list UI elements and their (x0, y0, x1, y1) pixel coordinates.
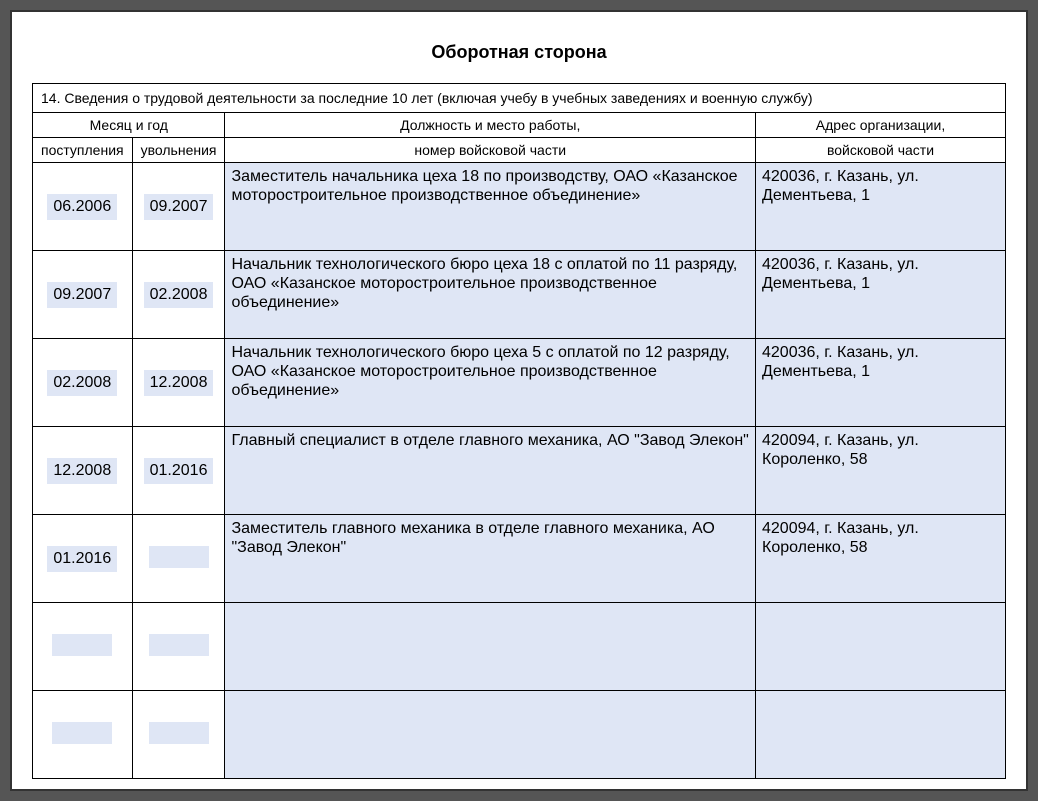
date-to-cell: 12.2008 (132, 339, 225, 427)
header-address-line1: Адрес организации, (756, 113, 1006, 138)
date-to-cell: 02.2008 (132, 251, 225, 339)
date-from-input[interactable]: 09.2007 (47, 282, 117, 308)
date-from-input[interactable]: 01.2016 (47, 546, 117, 572)
table-row: 12.2008 01.2016 Главный специалист в отдел… (33, 427, 1006, 515)
header-position-line2: номер войсковой части (225, 138, 756, 163)
date-from-cell: 02.2008 (33, 339, 133, 427)
header-entry: поступления (33, 138, 133, 163)
date-from-input[interactable]: 06.2006 (47, 194, 117, 220)
position-input[interactable] (225, 603, 756, 691)
date-to-input[interactable] (149, 722, 209, 744)
header-row-1: Месяц и год Должность и место работы, Ад… (33, 113, 1006, 138)
position-input[interactable]: Заместитель главного механика в отделе г… (225, 515, 756, 603)
date-to-cell (132, 603, 225, 691)
date-from-cell: 09.2007 (33, 251, 133, 339)
date-from-cell (33, 603, 133, 691)
table-row: 02.2008 12.2008 Начальник технологического… (33, 339, 1006, 427)
date-to-cell: 01.2016 (132, 427, 225, 515)
date-from-cell: 01.2016 (33, 515, 133, 603)
date-to-input[interactable]: 01.2016 (144, 458, 214, 484)
date-to-input[interactable] (149, 634, 209, 656)
date-to-input[interactable]: 02.2008 (144, 282, 214, 308)
position-input[interactable]: Начальник технологического бюро цеха 18 … (225, 251, 756, 339)
position-input[interactable]: Главный специалист в отделе главного мех… (225, 427, 756, 515)
document-page: Оборотная сторона 14. Сведения о трудово… (10, 10, 1028, 791)
date-to-input[interactable]: 12.2008 (144, 370, 214, 396)
address-input[interactable]: 420036, г. Казань, ул. Дементьева, 1 (756, 251, 1006, 339)
section-header-row: 14. Сведения о трудовой деятельности за … (33, 84, 1006, 113)
date-from-input[interactable] (52, 722, 112, 744)
header-address-line2: войсковой части (756, 138, 1006, 163)
date-to-cell: 09.2007 (132, 163, 225, 251)
page-title: Оборотная сторона (32, 42, 1006, 63)
date-from-input[interactable]: 12.2008 (47, 458, 117, 484)
header-position-line1: Должность и место работы, (225, 113, 756, 138)
header-month-year: Месяц и год (33, 113, 225, 138)
table-row (33, 603, 1006, 691)
header-row-2: поступления увольнения номер войсковой ч… (33, 138, 1006, 163)
section-header: 14. Сведения о трудовой деятельности за … (33, 84, 1006, 113)
header-exit: увольнения (132, 138, 225, 163)
date-to-cell (132, 515, 225, 603)
address-input[interactable]: 420036, г. Казань, ул. Дементьева, 1 (756, 163, 1006, 251)
date-from-cell: 12.2008 (33, 427, 133, 515)
address-input[interactable] (756, 603, 1006, 691)
date-to-input[interactable] (149, 546, 209, 568)
date-from-cell: 06.2006 (33, 163, 133, 251)
position-input[interactable]: Заместитель начальника цеха 18 по произв… (225, 163, 756, 251)
table-row: 01.2016 Заместитель главного механика в о… (33, 515, 1006, 603)
employment-history-table: 14. Сведения о трудовой деятельности за … (32, 83, 1006, 779)
table-row: 09.2007 02.2008 Начальник технологического… (33, 251, 1006, 339)
table-row: 06.2006 09.2007 Заместитель начальника цех… (33, 163, 1006, 251)
address-input[interactable]: 420036, г. Казань, ул. Дементьева, 1 (756, 339, 1006, 427)
date-to-input[interactable]: 09.2007 (144, 194, 214, 220)
date-from-input[interactable] (52, 634, 112, 656)
address-input[interactable]: 420094, г. Казань, ул. Короленко, 58 (756, 427, 1006, 515)
address-input[interactable]: 420094, г. Казань, ул. Короленко, 58 (756, 515, 1006, 603)
position-input[interactable]: Начальник технологического бюро цеха 5 с… (225, 339, 756, 427)
date-from-input[interactable]: 02.2008 (47, 370, 117, 396)
